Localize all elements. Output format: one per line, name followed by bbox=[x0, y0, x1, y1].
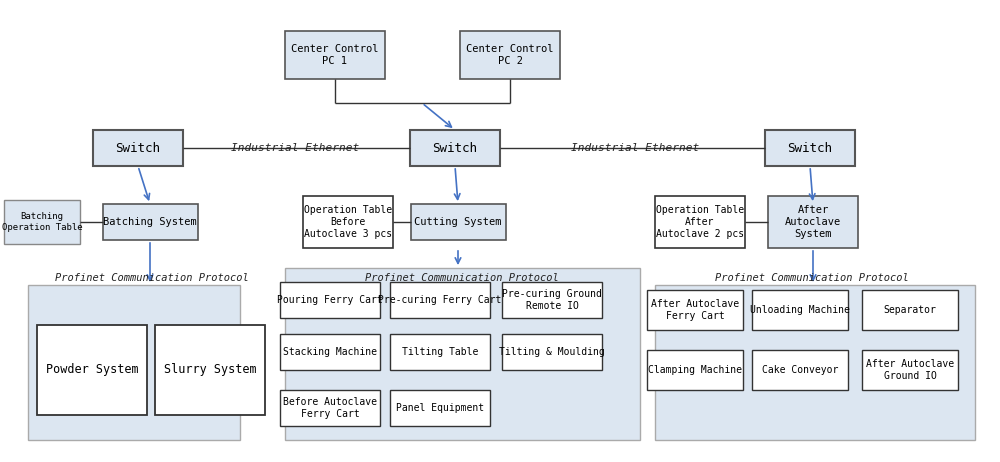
Text: Before Autoclave
Ferry Cart: Before Autoclave Ferry Cart bbox=[283, 397, 377, 419]
Text: Operation Table
After
Autoclave 2 pcs: Operation Table After Autoclave 2 pcs bbox=[656, 206, 744, 238]
Text: Batching
Operation Table: Batching Operation Table bbox=[2, 213, 82, 232]
FancyBboxPatch shape bbox=[280, 334, 380, 370]
Text: Industrial Ethernet: Industrial Ethernet bbox=[571, 143, 699, 153]
FancyBboxPatch shape bbox=[655, 285, 975, 440]
FancyBboxPatch shape bbox=[4, 200, 80, 244]
Text: Industrial Ethernet: Industrial Ethernet bbox=[231, 143, 359, 153]
Text: Batching System: Batching System bbox=[103, 217, 197, 227]
FancyBboxPatch shape bbox=[93, 130, 183, 166]
Text: Profinet Communication Protocol: Profinet Communication Protocol bbox=[55, 273, 249, 283]
Text: After
Autoclave
System: After Autoclave System bbox=[785, 206, 841, 238]
FancyBboxPatch shape bbox=[280, 282, 380, 318]
Text: Tilting Table: Tilting Table bbox=[402, 347, 478, 357]
FancyBboxPatch shape bbox=[390, 282, 490, 318]
Text: Profinet Communication Protocol: Profinet Communication Protocol bbox=[715, 273, 909, 283]
FancyBboxPatch shape bbox=[752, 350, 848, 390]
Text: After Autoclave
Ferry Cart: After Autoclave Ferry Cart bbox=[651, 299, 739, 321]
Text: Cutting System: Cutting System bbox=[414, 217, 502, 227]
FancyBboxPatch shape bbox=[647, 350, 743, 390]
Text: Powder System: Powder System bbox=[46, 364, 138, 377]
FancyBboxPatch shape bbox=[502, 334, 602, 370]
FancyBboxPatch shape bbox=[303, 196, 393, 248]
Text: Stacking Machine: Stacking Machine bbox=[283, 347, 377, 357]
FancyBboxPatch shape bbox=[655, 196, 745, 248]
Text: Pre-curing Ferry Cart: Pre-curing Ferry Cart bbox=[378, 295, 502, 305]
FancyBboxPatch shape bbox=[285, 268, 640, 440]
Text: Switch: Switch bbox=[788, 141, 832, 154]
FancyBboxPatch shape bbox=[768, 196, 858, 248]
Text: Pre-curing Ground
Remote IO: Pre-curing Ground Remote IO bbox=[502, 289, 602, 311]
Text: Separator: Separator bbox=[884, 305, 936, 315]
FancyBboxPatch shape bbox=[411, 204, 506, 240]
Text: After Autoclave
Ground IO: After Autoclave Ground IO bbox=[866, 359, 954, 381]
Text: Panel Equipment: Panel Equipment bbox=[396, 403, 484, 413]
Text: Profinet Communication Protocol: Profinet Communication Protocol bbox=[365, 273, 559, 283]
FancyBboxPatch shape bbox=[752, 290, 848, 330]
Text: Unloading Machine: Unloading Machine bbox=[750, 305, 850, 315]
FancyBboxPatch shape bbox=[280, 390, 380, 426]
FancyBboxPatch shape bbox=[155, 325, 265, 415]
FancyBboxPatch shape bbox=[103, 204, 198, 240]
Text: Center Control
PC 2: Center Control PC 2 bbox=[466, 44, 554, 66]
FancyBboxPatch shape bbox=[37, 325, 147, 415]
FancyBboxPatch shape bbox=[390, 334, 490, 370]
Text: Slurry System: Slurry System bbox=[164, 364, 256, 377]
Text: Clamping Machine: Clamping Machine bbox=[648, 365, 742, 375]
FancyBboxPatch shape bbox=[460, 31, 560, 79]
Text: Pouring Ferry Cart: Pouring Ferry Cart bbox=[277, 295, 383, 305]
Text: Tilting & Moulding: Tilting & Moulding bbox=[499, 347, 605, 357]
FancyBboxPatch shape bbox=[765, 130, 855, 166]
FancyBboxPatch shape bbox=[28, 285, 240, 440]
Text: Cake Conveyor: Cake Conveyor bbox=[762, 365, 838, 375]
FancyBboxPatch shape bbox=[410, 130, 500, 166]
FancyBboxPatch shape bbox=[862, 350, 958, 390]
FancyBboxPatch shape bbox=[390, 390, 490, 426]
FancyBboxPatch shape bbox=[285, 31, 385, 79]
Text: Switch: Switch bbox=[432, 141, 478, 154]
FancyBboxPatch shape bbox=[502, 282, 602, 318]
Text: Center Control
PC 1: Center Control PC 1 bbox=[291, 44, 379, 66]
Text: Operation Table
Before
Autoclave 3 pcs: Operation Table Before Autoclave 3 pcs bbox=[304, 206, 392, 238]
FancyBboxPatch shape bbox=[647, 290, 743, 330]
FancyBboxPatch shape bbox=[862, 290, 958, 330]
Text: Switch: Switch bbox=[116, 141, 160, 154]
